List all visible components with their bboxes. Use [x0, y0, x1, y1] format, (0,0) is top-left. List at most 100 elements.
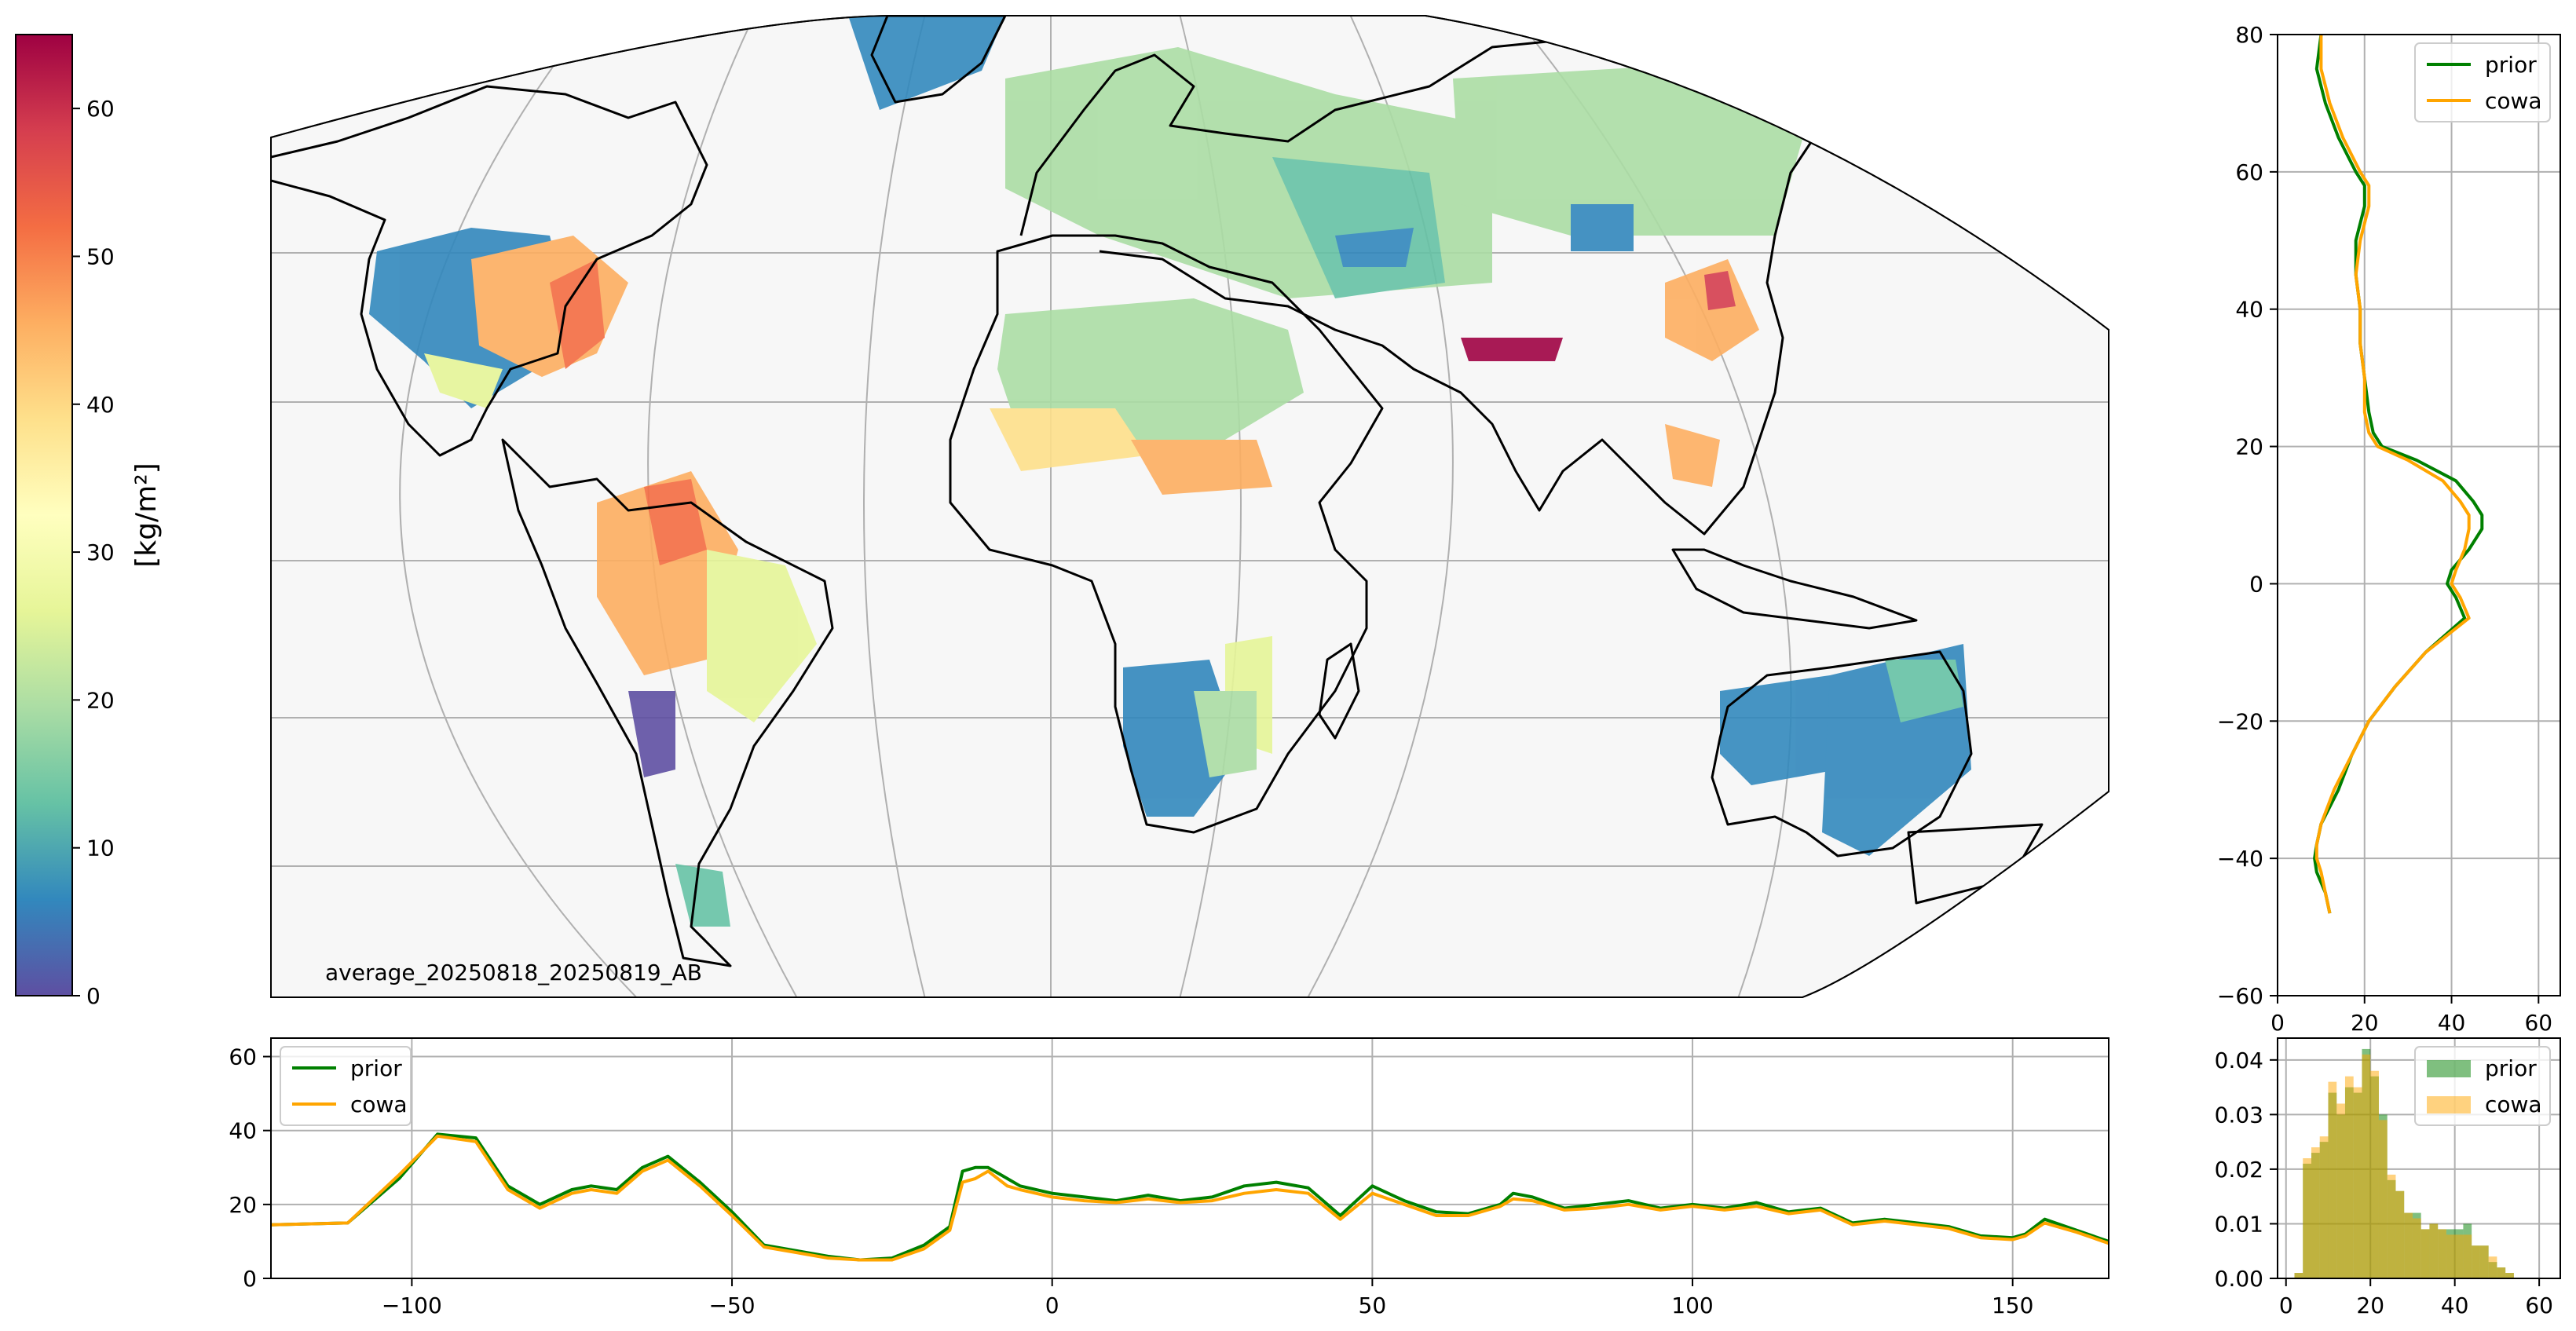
lat-ytick-label: 0 [2249, 571, 2263, 597]
colorbar-tick-label: 20 [86, 687, 115, 713]
lat-ytick-label: 40 [2235, 297, 2263, 323]
lon-series-cowa [270, 1134, 2109, 1262]
map-caption: average_20250818_20250819_AB [325, 960, 702, 985]
hist-bar-cowa [2420, 1229, 2430, 1278]
lon-ytick-label: 20 [229, 1192, 257, 1218]
hist-bar-cowa [2336, 1103, 2345, 1278]
hist-bar-cowa [2446, 1234, 2455, 1278]
hist-xtick-label: 20 [2356, 1293, 2384, 1318]
hist-legend-prior: prior [2485, 1055, 2537, 1081]
lon-ytick-label: 40 [229, 1118, 257, 1144]
lon-axes-frame [270, 1037, 2109, 1279]
lat-xtick-label: 0 [2270, 1010, 2285, 1036]
lat-ytick-label: 80 [2235, 22, 2263, 48]
hist-bar-cowa [2353, 1087, 2362, 1278]
hist-bar-cowa [2497, 1267, 2506, 1278]
lon-legend-cowa: cowa [350, 1091, 408, 1117]
hist-bar-cowa [2362, 1054, 2371, 1278]
longitude-profile-chart: −100 −50 0 50 100 150 0 20 40 60 prior cowa [229, 1037, 2109, 1318]
lat-series-prior [2313, 34, 2484, 914]
hist-bar-cowa [2378, 1120, 2388, 1278]
lon-xtick-label: −50 [708, 1293, 755, 1318]
hist-bar-cowa [2395, 1190, 2405, 1278]
lat-axes-frame [2277, 34, 2561, 996]
hist-bar-cowa [2311, 1147, 2320, 1278]
colorbar-tick-label: 10 [86, 836, 115, 861]
hist-bar-cowa [2479, 1245, 2489, 1278]
hist-ticks: 0 20 40 60 0.00 0.01 0.02 0.03 0.04 [2215, 1048, 2553, 1318]
hist-bar-cowa [2463, 1234, 2472, 1278]
hist-bar-cowa [2488, 1256, 2497, 1278]
lon-ytick-label: 60 [229, 1044, 257, 1070]
lon-xtick-label: 0 [1045, 1293, 1059, 1318]
hist-axes-frame [2277, 1037, 2561, 1279]
colorbar: 0 10 20 30 40 50 60 [kg/m²] [15, 34, 163, 1009]
lat-ytick-label: −40 [2217, 846, 2263, 872]
lat-xtick-label: 20 [2351, 1010, 2379, 1036]
hist-bar-cowa [2429, 1223, 2439, 1278]
histogram-chart: 0 20 40 60 0.00 0.01 0.02 0.03 0.04 prior cowa [2215, 1037, 2561, 1318]
lat-ytick-label: 60 [2235, 159, 2263, 185]
lon-ticks: −100 −50 0 50 100 150 0 20 40 60 [229, 1044, 2033, 1318]
hist-ytick-label: 0.03 [2215, 1102, 2263, 1128]
lat-xtick-label: 60 [2524, 1010, 2552, 1036]
lat-ticks: 0 20 40 60 −60 −40 −20 0 20 40 60 80 [2217, 22, 2552, 1036]
hist-bar-cowa [2328, 1081, 2337, 1278]
hist-bar-cowa [2454, 1234, 2464, 1278]
lon-xtick-label: −100 [382, 1293, 442, 1318]
lat-plot-area [2278, 35, 2560, 996]
lat-ytick-label: −60 [2217, 983, 2263, 1009]
hist-bar-cowa [2303, 1158, 2311, 1278]
colorbar-ticks: 0 10 20 30 40 50 60 [72, 96, 115, 1009]
colorbar-tick-label: 40 [86, 392, 115, 418]
hist-bar-cowa [2294, 1273, 2303, 1278]
hist-bar-cowa [2319, 1136, 2329, 1278]
hist-ytick-label: 0.01 [2215, 1211, 2263, 1237]
latitude-profile-chart: 0 20 40 60 −60 −40 −20 0 20 40 60 80 prior cowa [2217, 22, 2561, 1036]
hist-bars [2294, 1048, 2514, 1278]
hist-ytick-label: 0.00 [2215, 1266, 2263, 1292]
hist-bar-cowa [2404, 1212, 2413, 1278]
colorbar-gradient [15, 34, 73, 996]
lon-xtick-label: 150 [1992, 1293, 2033, 1318]
lon-ytick-label: 0 [243, 1266, 257, 1292]
hist-bar-cowa [2370, 1070, 2379, 1278]
lon-series-prior [270, 1132, 2109, 1262]
hist-legend-cowa: cowa [2485, 1091, 2542, 1117]
hist-bar-cowa [2344, 1076, 2354, 1278]
colorbar-tick-label: 30 [86, 539, 115, 565]
map-data-field [369, 16, 1971, 927]
hist-bar-cowa [2505, 1273, 2514, 1278]
hist-bar-cowa [2438, 1229, 2446, 1278]
hist-bar-cowa [2472, 1245, 2480, 1278]
hist-legend: prior cowa [2414, 1046, 2551, 1126]
colorbar-label: [kg/m²] [130, 463, 163, 567]
hist-ytick-label: 0.04 [2215, 1048, 2263, 1073]
lon-xtick-label: 50 [1359, 1293, 1387, 1318]
world-map: average_20250818_20250819_AB [270, 15, 2109, 998]
lon-plot-area [271, 1038, 2109, 1278]
lat-legend-prior: prior [2485, 52, 2537, 78]
hist-ytick-label: 0.02 [2215, 1157, 2263, 1183]
lon-legend-prior: prior [350, 1055, 402, 1081]
hist-bar-cowa [2412, 1218, 2421, 1278]
lat-series [2313, 34, 2484, 914]
hist-xtick-label: 40 [2441, 1293, 2469, 1318]
lon-series [270, 1132, 2109, 1262]
hist-bar-cowa [2387, 1174, 2396, 1278]
lat-legend: prior cowa [2414, 42, 2551, 122]
lat-ytick-label: −20 [2217, 708, 2263, 734]
hist-xtick-label: 60 [2525, 1293, 2553, 1318]
colorbar-tick-label: 50 [86, 243, 115, 269]
map-coastlines [271, 16, 2044, 967]
lon-xtick-label: 100 [1671, 1293, 1713, 1318]
lat-ytick-label: 20 [2235, 434, 2263, 460]
lon-legend: prior cowa [280, 1046, 412, 1126]
colorbar-tick-label: 60 [86, 96, 115, 122]
map-contents [271, 16, 2109, 997]
map-frame [270, 15, 2109, 998]
colorbar-tick-label: 0 [86, 983, 101, 1009]
lat-xtick-label: 40 [2438, 1010, 2466, 1036]
hist-xtick-label: 0 [2279, 1293, 2293, 1318]
